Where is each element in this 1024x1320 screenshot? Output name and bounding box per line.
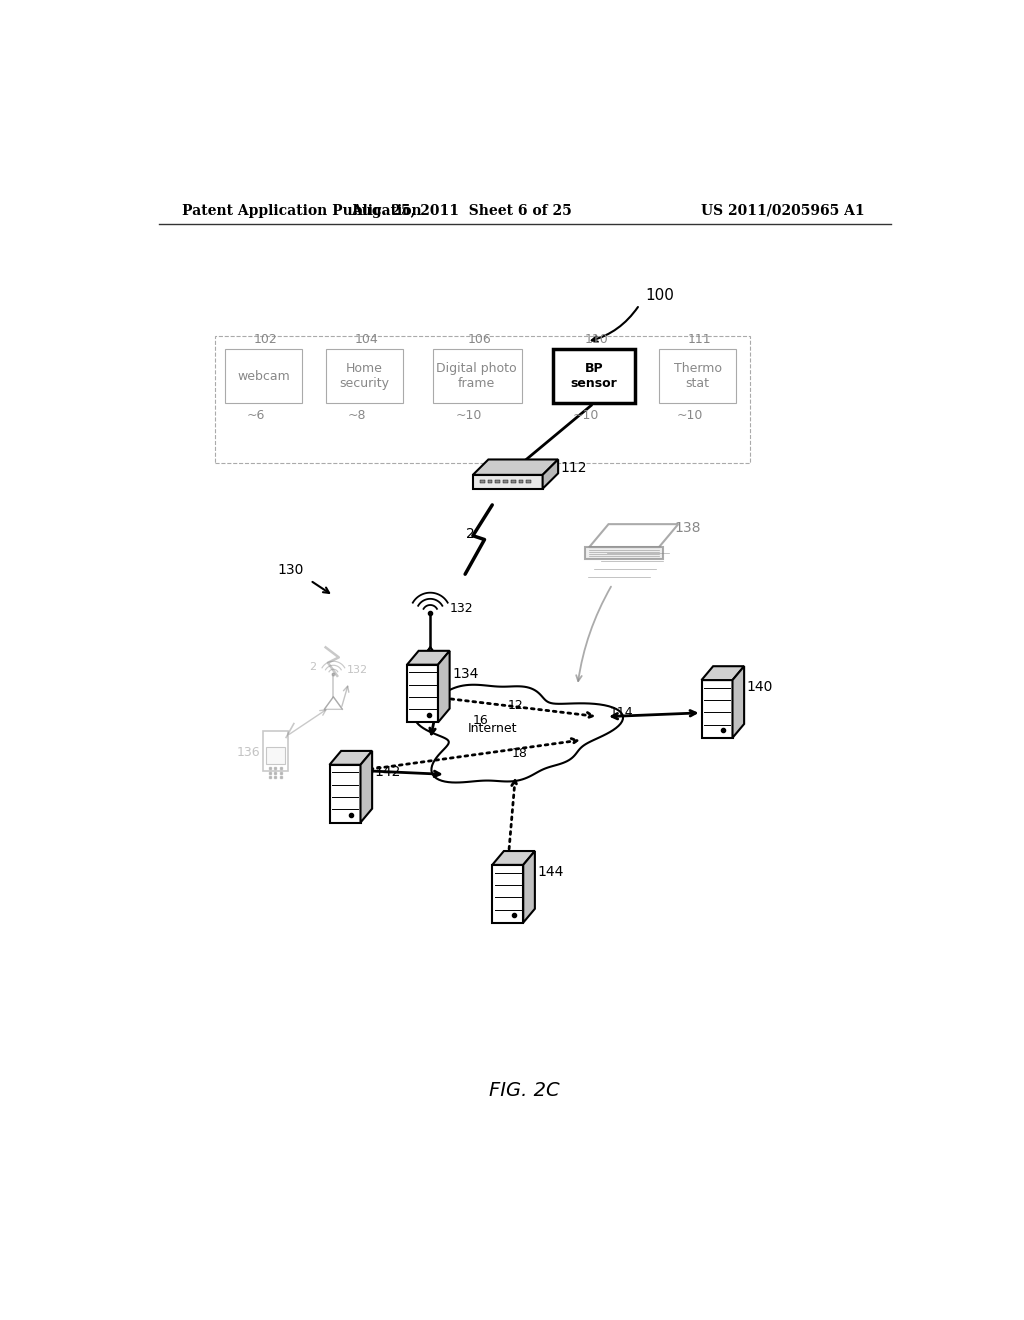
Text: US 2011/0205965 A1: US 2011/0205965 A1 bbox=[700, 203, 864, 218]
Polygon shape bbox=[493, 865, 523, 923]
Polygon shape bbox=[732, 667, 744, 738]
Bar bbox=[518, 480, 523, 483]
Text: Internet: Internet bbox=[468, 722, 517, 735]
Text: Aug. 25, 2011  Sheet 6 of 25: Aug. 25, 2011 Sheet 6 of 25 bbox=[351, 203, 571, 218]
Text: 140: 140 bbox=[746, 680, 773, 694]
Text: FIG. 2C: FIG. 2C bbox=[489, 1081, 560, 1100]
Polygon shape bbox=[330, 751, 372, 764]
Polygon shape bbox=[407, 665, 438, 722]
Text: webcam: webcam bbox=[238, 370, 290, 383]
Text: 100: 100 bbox=[646, 288, 675, 304]
Text: 112: 112 bbox=[560, 461, 587, 475]
Bar bbox=[496, 480, 500, 483]
Text: 132: 132 bbox=[450, 602, 473, 615]
Text: 12: 12 bbox=[508, 698, 523, 711]
Polygon shape bbox=[586, 548, 663, 558]
Polygon shape bbox=[330, 764, 360, 822]
Bar bbox=[215, 335, 750, 462]
Text: 110: 110 bbox=[585, 333, 608, 346]
Text: 2: 2 bbox=[467, 527, 475, 541]
Polygon shape bbox=[589, 524, 678, 548]
Bar bbox=[554, 350, 635, 404]
Text: 130: 130 bbox=[278, 564, 304, 577]
Polygon shape bbox=[473, 459, 558, 475]
Polygon shape bbox=[493, 851, 535, 865]
Bar bbox=[225, 350, 302, 404]
Polygon shape bbox=[407, 651, 450, 665]
Text: Patent Application Publication: Patent Application Publication bbox=[182, 203, 422, 218]
Polygon shape bbox=[360, 751, 372, 822]
Text: ~10: ~10 bbox=[677, 409, 703, 422]
Text: BP
sensor: BP sensor bbox=[570, 362, 617, 391]
Polygon shape bbox=[415, 685, 623, 783]
Bar bbox=[511, 480, 515, 483]
Text: Thermo
stat: Thermo stat bbox=[674, 362, 722, 391]
Bar bbox=[526, 480, 531, 483]
Polygon shape bbox=[523, 851, 535, 923]
Text: ~10: ~10 bbox=[456, 409, 482, 422]
Text: 102: 102 bbox=[254, 333, 278, 346]
Polygon shape bbox=[438, 651, 450, 722]
Bar bbox=[432, 350, 521, 404]
Bar bbox=[266, 747, 285, 763]
Polygon shape bbox=[417, 647, 444, 667]
Text: Home
security: Home security bbox=[339, 362, 389, 391]
Text: 111: 111 bbox=[688, 333, 712, 346]
Text: 132: 132 bbox=[347, 665, 369, 676]
Text: 16: 16 bbox=[473, 714, 488, 727]
Text: 142: 142 bbox=[375, 766, 400, 779]
Text: 18: 18 bbox=[511, 747, 527, 760]
Text: 144: 144 bbox=[538, 865, 563, 879]
Polygon shape bbox=[701, 667, 744, 680]
Text: ~8: ~8 bbox=[347, 409, 366, 422]
Text: 134: 134 bbox=[452, 668, 478, 681]
Bar bbox=[263, 731, 288, 771]
Polygon shape bbox=[325, 697, 342, 709]
Text: 114: 114 bbox=[610, 706, 634, 719]
Text: ~6: ~6 bbox=[247, 409, 265, 422]
Text: 138: 138 bbox=[675, 521, 700, 535]
Bar bbox=[658, 350, 736, 404]
Polygon shape bbox=[701, 680, 732, 738]
Text: 106: 106 bbox=[467, 333, 490, 346]
Polygon shape bbox=[473, 475, 543, 488]
Text: 2: 2 bbox=[309, 661, 316, 672]
Bar bbox=[487, 480, 493, 483]
Bar bbox=[326, 350, 403, 404]
Bar bbox=[480, 480, 484, 483]
Text: 104: 104 bbox=[355, 333, 379, 346]
Polygon shape bbox=[543, 459, 558, 488]
Text: 136: 136 bbox=[237, 746, 260, 759]
Text: Digital photo
frame: Digital photo frame bbox=[436, 362, 517, 391]
Bar bbox=[503, 480, 508, 483]
Text: ~10: ~10 bbox=[572, 409, 599, 422]
